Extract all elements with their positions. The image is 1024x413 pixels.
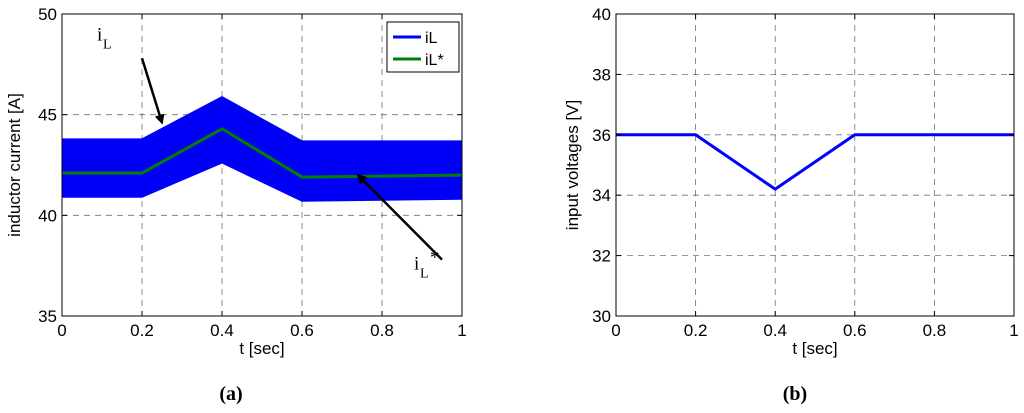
- annotation-superscript: *: [430, 248, 440, 269]
- legend: iL iL*: [386, 21, 460, 73]
- y-tick-label: 38: [592, 65, 611, 84]
- plot-frame: [615, 13, 1015, 317]
- y-tick-label: 50: [38, 5, 57, 24]
- annotation-label: i: [97, 24, 102, 45]
- y-axis-label: input voltages [V]: [563, 100, 582, 230]
- x-tick-label: 0: [611, 321, 620, 340]
- x-tick-label: 0.6: [290, 321, 314, 340]
- panel-b: 0 0.2 0.4 0.6 0.8 1 30 32 34 36 38 40 t [sec] input v…: [563, 5, 1019, 405]
- y-tick-label: 40: [592, 5, 611, 24]
- x-tick-label: 1: [457, 321, 466, 340]
- y-tick-label: 34: [592, 186, 611, 205]
- legend-box: [386, 21, 460, 73]
- x-tick-label: 1: [1009, 321, 1018, 340]
- legend-entry: iL*: [425, 52, 444, 69]
- panel-label: (b): [783, 383, 807, 405]
- y-axis-label: inductor current [A]: [5, 93, 24, 237]
- x-axis-label: t [sec]: [792, 339, 837, 358]
- x-axis-label: t [sec]: [239, 339, 284, 358]
- x-tick-label: 0.8: [370, 321, 394, 340]
- annotation-subscript: L: [420, 267, 429, 282]
- plot-area: [615, 13, 1015, 317]
- annotation-label: i: [414, 254, 419, 275]
- plot-frame: [61, 13, 463, 317]
- x-tick-label: 0.2: [684, 321, 708, 340]
- x-tick-label: 0.4: [210, 321, 234, 340]
- panel-a: 0 0.2 0.4 0.6 0.8 1 35 40 45 50 t [sec] inductor cu…: [5, 5, 467, 405]
- x-tick-label: 0.4: [763, 321, 787, 340]
- y-tick-label: 45: [38, 106, 57, 125]
- legend-entry: iL: [425, 30, 438, 47]
- y-tick-label: 40: [38, 206, 57, 225]
- panel-label: (a): [219, 383, 242, 405]
- series-iLref-line: [62, 127, 463, 179]
- annotation-subscript: L: [103, 37, 112, 52]
- annotation-arrow: [356, 173, 443, 261]
- y-tick-label: 35: [38, 307, 57, 326]
- x-tick-label: 0.6: [843, 321, 867, 340]
- annotation-arrow: [140, 57, 165, 125]
- y-tick-label: 32: [592, 247, 611, 266]
- series-line: [616, 133, 1014, 191]
- x-tick-label: 0.8: [923, 321, 947, 340]
- x-tick-label: 0: [57, 321, 66, 340]
- x-tick-label: 0.2: [130, 321, 154, 340]
- annotation: i L*: [356, 173, 443, 282]
- y-tick-label: 36: [592, 126, 611, 145]
- y-tick-label: 30: [592, 307, 611, 326]
